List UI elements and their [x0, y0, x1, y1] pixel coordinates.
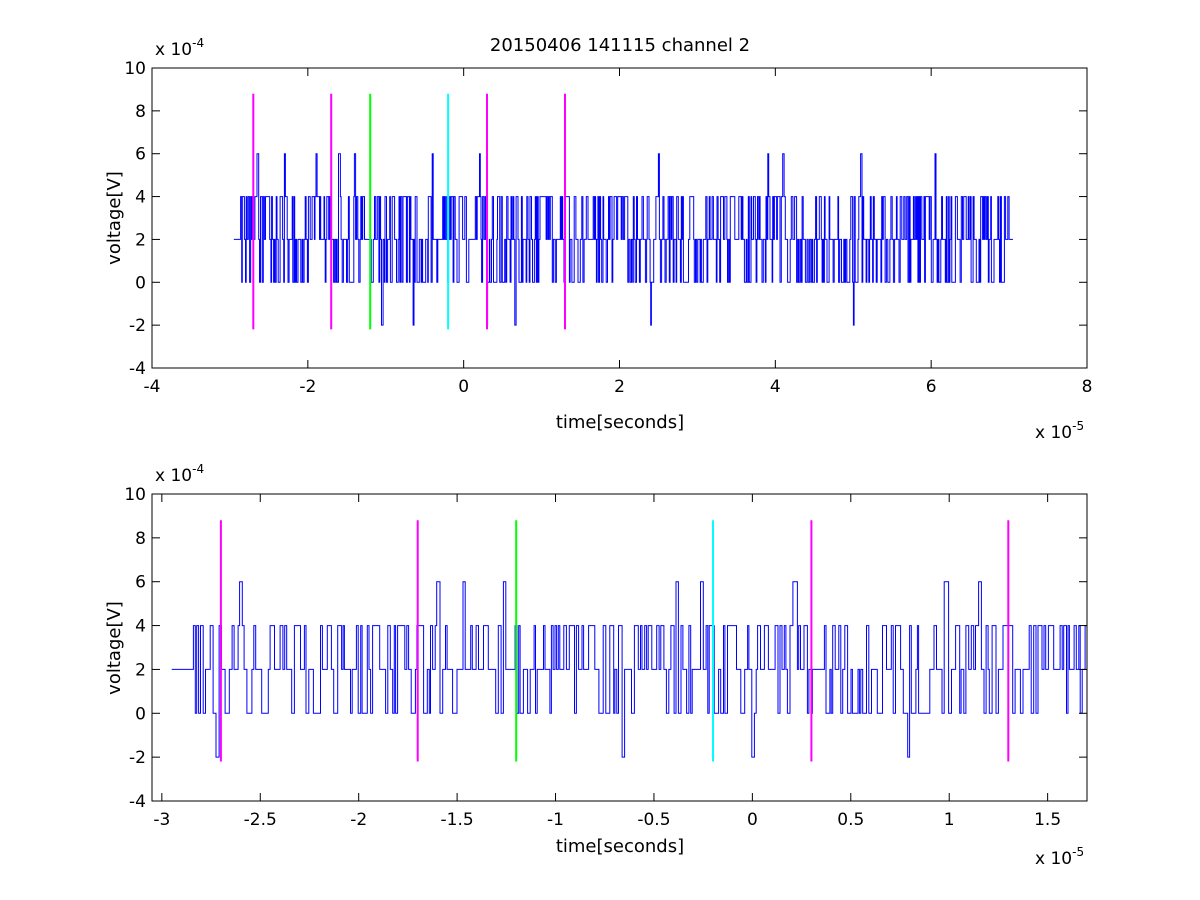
bottom-plot-y-multiplier: x 10-4	[155, 462, 204, 486]
bottom-plot-xtick-label: 0	[747, 810, 758, 830]
top-plot-ytick-label: -4	[129, 359, 146, 379]
bottom-plot-ytick-label: -2	[129, 748, 146, 768]
top-plot-title: 20150406 141115 channel 2	[490, 35, 750, 56]
top-plot-xtick-label: 0	[458, 377, 469, 397]
bottom-plot-ytick-label: 0	[135, 704, 146, 724]
bottom-plot-xtick-label: -0.5	[637, 810, 670, 830]
bottom-plot-ylabel: voltage[V]	[104, 601, 125, 695]
bottom-plot-xtick-label: -3	[153, 810, 170, 830]
bottom-plot-marks	[171, 520, 1088, 762]
bottom-plot-ytick-label: 2	[135, 660, 146, 680]
top-plot-xlabel: time[seconds]	[556, 412, 684, 433]
top-plot-ticks: -4 -2 0 2 4 6 8 -4 -2 0 2 4 6 8 10	[124, 59, 1092, 397]
top-plot-ytick-label: -2	[129, 316, 146, 336]
bottom-plot-x-multiplier: x 10-5	[1035, 845, 1084, 869]
bottom-plot-ticks: -3 -2.5 -2 -1.5 -1 -0.5 0 0.5 1 1.5 -4 -2 0 2 4 6 8 10	[124, 485, 1087, 830]
top-plot-xtick-label: 6	[926, 377, 937, 397]
top-plot-ytick-label: 6	[135, 145, 146, 165]
bottom-plot-axes-box	[151, 493, 1088, 802]
bottom-plot-ytick-label: 6	[135, 573, 146, 593]
bottom-plot-ytick-label: 10	[124, 485, 146, 505]
top-plot-x-multiplier: x 10-5	[1035, 419, 1084, 443]
top-plot-xtick-label: 8	[1082, 377, 1093, 397]
top-plot-xtick-label: -2	[299, 377, 316, 397]
bottom-plot-ytick-label: -4	[129, 792, 146, 812]
bottom-plot-xtick-label: 1	[944, 810, 955, 830]
bottom-plot: -3 -2.5 -2 -1.5 -1 -0.5 0 0.5 1 1.5 -4 -2 0 2 4 6 8 10 ti…	[104, 462, 1088, 869]
bottom-plot-xtick-label: -2.5	[244, 810, 277, 830]
bottom-plot-ytick-label: 4	[135, 617, 146, 637]
top-plot-y-multiplier: x 10-4	[155, 36, 204, 60]
top-plot-ytick-label: 4	[135, 188, 146, 208]
bottom-plot-xtick-label: -1.5	[441, 810, 474, 830]
top-plot-ytick-label: 8	[135, 102, 146, 122]
bottom-plot-ytick-label: 8	[135, 529, 146, 549]
bottom-plot-xtick-label: -1	[547, 810, 564, 830]
bottom-plot-xlabel: time[seconds]	[556, 836, 684, 857]
top-plot-ytick-label: 0	[135, 273, 146, 293]
top-plot-ytick-label: 2	[135, 230, 146, 250]
top-plot-ylabel: voltage[V]	[104, 171, 125, 265]
top-plot-xtick-label: 2	[614, 377, 625, 397]
top-plot-marks	[233, 93, 1013, 330]
bottom-plot-xtick-label: -2	[350, 810, 367, 830]
top-plot-ytick-label: 10	[124, 59, 146, 79]
top-plot: 20150406 141115 channel 2 -4 -2 0 2 4 6 8 -4 -2 0…	[104, 35, 1092, 443]
top-plot-xtick-label: 4	[770, 377, 781, 397]
bottom-plot-xtick-label: 0.5	[837, 810, 864, 830]
top-plot-signal-trace	[233, 153, 1013, 326]
top-plot-xtick-label: -4	[144, 377, 161, 397]
bottom-plot-xtick-label: 1.5	[1034, 810, 1061, 830]
bottom-plot-signal-trace	[171, 581, 1088, 758]
